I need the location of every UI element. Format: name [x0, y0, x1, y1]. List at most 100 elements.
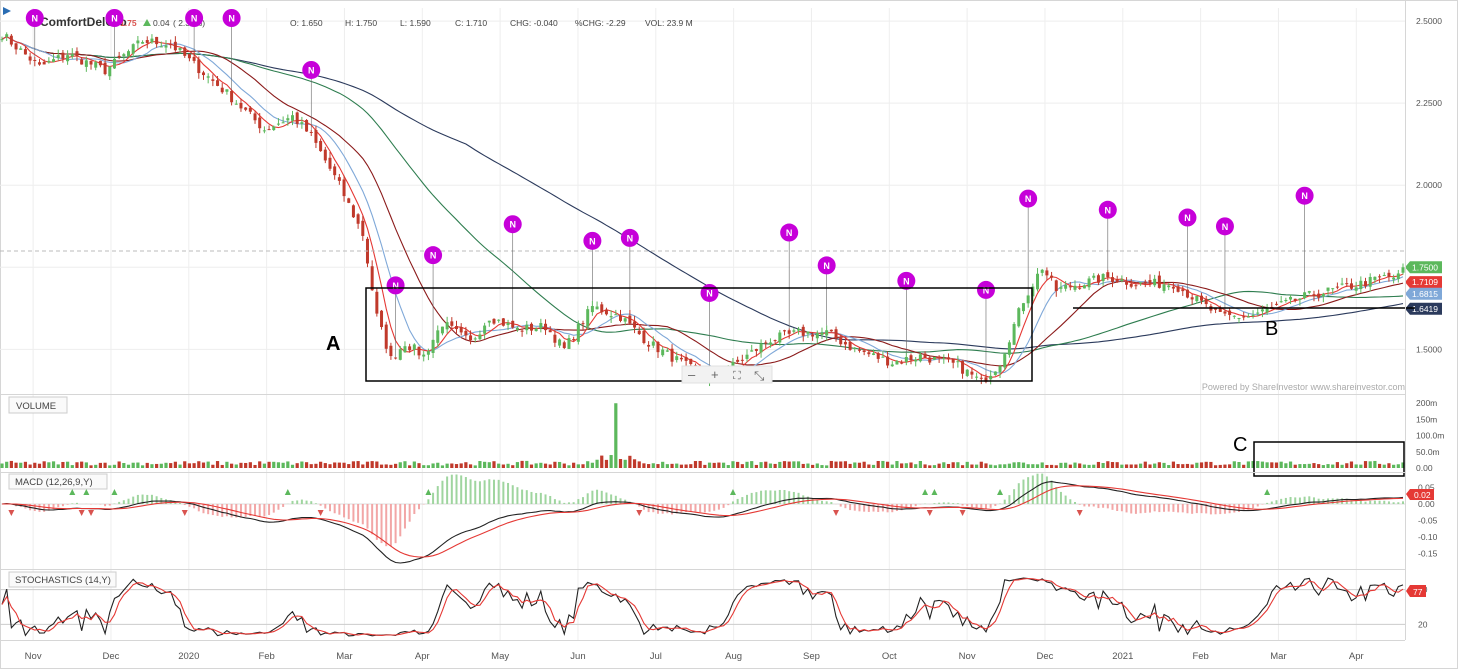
green-triangle-icon — [931, 489, 938, 495]
news-n-icon[interactable] — [25, 9, 44, 27]
news-n-icon[interactable] — [583, 231, 602, 250]
macd-histogram-bar — [1097, 504, 1100, 509]
macd-histogram-bar — [1125, 504, 1128, 513]
price-badge — [1405, 276, 1442, 289]
candle — [314, 130, 318, 143]
macd-histogram-bar — [127, 498, 130, 504]
macd-histogram-bar — [497, 479, 500, 504]
macd-histogram-bar — [314, 503, 317, 504]
candle — [558, 339, 562, 346]
macd-histogram-bar — [118, 501, 121, 504]
candle — [1251, 314, 1255, 316]
news-n-icon[interactable] — [897, 271, 916, 290]
candle — [281, 122, 285, 124]
candle — [239, 102, 243, 109]
candle — [581, 323, 585, 325]
volume-bar — [333, 462, 337, 468]
candle — [1214, 308, 1218, 310]
volume-bar — [904, 463, 908, 468]
volume-bar — [525, 460, 529, 468]
news-n-icon[interactable] — [780, 223, 799, 242]
candle — [305, 120, 309, 132]
macd-histogram-bar — [530, 491, 533, 504]
candle — [562, 342, 566, 348]
macd-histogram-bar — [961, 504, 964, 506]
macd-histogram-bar — [610, 494, 613, 504]
news-n-icon[interactable] — [1019, 189, 1038, 208]
candle — [272, 126, 276, 130]
zoom-out-icon[interactable]: – — [688, 367, 696, 382]
macd-histogram-bar — [1205, 504, 1208, 514]
price-badge-text: 1.6419 — [1412, 304, 1438, 314]
candle — [1204, 298, 1208, 305]
zoom-in-icon[interactable]: + — [711, 367, 719, 382]
volume-bar — [867, 464, 871, 468]
volume-bar — [478, 461, 482, 468]
candle — [19, 48, 23, 50]
price-change: 0.04 — [153, 18, 170, 28]
macd-histogram-bar — [305, 500, 308, 504]
volume-bar — [262, 463, 266, 468]
candle — [497, 319, 501, 321]
volume-bar — [707, 462, 712, 468]
volume-bar — [98, 462, 102, 468]
news-n-icon[interactable] — [1215, 217, 1234, 236]
volume-bar — [857, 462, 862, 468]
volume-bar — [1035, 464, 1040, 468]
candle — [544, 323, 548, 331]
news-n-icon[interactable] — [1098, 200, 1117, 219]
candle — [450, 321, 454, 326]
news-markers[interactable]: N N N N N N N N N N N N N N N N N N N N — [25, 9, 1314, 377]
candle — [839, 337, 843, 345]
news-n-icon[interactable] — [302, 60, 321, 79]
news-n-icon[interactable] — [1295, 186, 1314, 205]
x-tick: Aug — [725, 651, 742, 662]
candle — [347, 198, 351, 203]
news-n-icon[interactable] — [503, 215, 522, 234]
candle — [192, 56, 196, 61]
news-n-icon[interactable] — [222, 9, 241, 27]
news-n-icon[interactable] — [817, 256, 836, 275]
news-n-icon[interactable] — [976, 280, 995, 299]
candle — [918, 354, 922, 362]
news-n-icon[interactable] — [424, 246, 443, 265]
volume-bar — [61, 461, 65, 468]
volume-bar — [951, 462, 955, 468]
volume-bar — [150, 464, 154, 468]
volume-bar — [379, 464, 384, 468]
volume-tick: 150m — [1416, 414, 1437, 424]
news-n-icon[interactable] — [386, 276, 405, 295]
volume-bar — [337, 462, 341, 468]
volume-bar — [1092, 464, 1096, 468]
candle — [220, 87, 224, 93]
volume-bar — [801, 463, 805, 468]
volume-bar — [670, 463, 674, 468]
volume-bar — [534, 463, 538, 468]
candle — [37, 62, 41, 65]
volume-bar — [698, 460, 702, 468]
macd-histogram-bar — [1186, 504, 1189, 514]
candle — [248, 107, 252, 112]
candle — [1092, 275, 1096, 278]
stoch-badge-text: 77 — [1413, 587, 1423, 597]
news-n-icon[interactable] — [620, 228, 639, 247]
candle — [131, 44, 135, 54]
macd-histogram-bar — [521, 489, 524, 504]
macd-histogram-bar — [596, 489, 599, 504]
macd-histogram-bar — [418, 504, 421, 510]
collapse-icon[interactable] — [3, 7, 11, 15]
volume-bar — [965, 461, 969, 468]
candle — [1289, 296, 1293, 300]
macd-histogram-bar — [572, 502, 575, 504]
macd-tick: -0.15 — [1418, 549, 1438, 559]
macd-histogram-bar — [685, 504, 688, 513]
macd-histogram-bar — [1289, 496, 1292, 504]
volume-bar — [1401, 462, 1405, 468]
expand-icon[interactable]: ⤡ — [754, 368, 765, 383]
volume-bar — [736, 461, 740, 468]
news-n-icon[interactable] — [185, 9, 204, 27]
macd-histogram-bar — [727, 504, 730, 506]
news-n-icon[interactable] — [105, 9, 124, 27]
fit-icon[interactable]: ⛶ — [733, 370, 741, 382]
news-n-icon[interactable] — [1178, 208, 1197, 227]
